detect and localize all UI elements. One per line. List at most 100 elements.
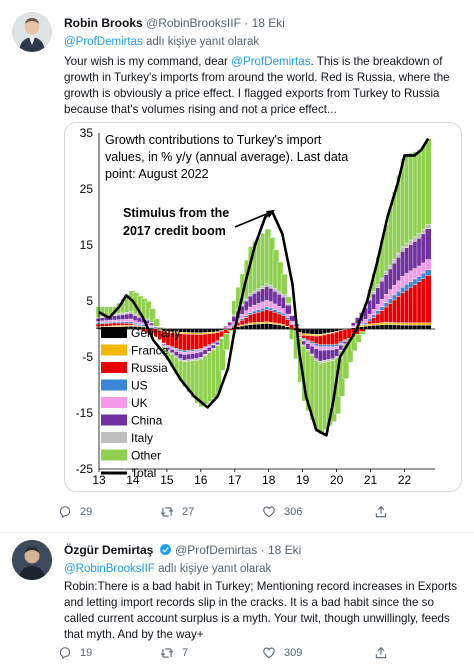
- tweet-date[interactable]: 18 Eki: [251, 16, 285, 30]
- like-icon: [263, 647, 275, 659]
- stack-segment-other: [425, 138, 432, 225]
- like-button[interactable]: 309: [262, 646, 302, 660]
- stack-segment-us: [425, 269, 432, 276]
- legend-swatch-china: [101, 414, 127, 426]
- stack-segment-other: [359, 331, 366, 335]
- reply-count: 19: [80, 647, 93, 659]
- x-tick-label: 19: [296, 473, 310, 487]
- y-tick-label: 35: [80, 126, 94, 140]
- verified-badge-icon: [159, 544, 171, 555]
- retweet-button[interactable]: 27: [160, 505, 194, 519]
- tweet-header: Robin Brooks @RobinBrooksIIF · 18 Eki: [64, 16, 285, 30]
- legend-label-other: Other: [131, 449, 161, 463]
- like-count: 306: [284, 506, 303, 518]
- x-tick-label: 20: [330, 473, 344, 487]
- annotation-arrow: [234, 212, 270, 228]
- stack-segment-other: [280, 273, 288, 296]
- legend-label-germany: Germany: [131, 326, 180, 340]
- dot-separator: ·: [260, 543, 265, 557]
- legend-label-china: China: [131, 414, 163, 428]
- tweet-text: Robin:There is a bad habit in Turkey; Me…: [64, 580, 458, 641]
- chart-image[interactable]: 35 25 15 5 -5 -15 -25 13 14 15 16 17 18 19 20 21 22 Gro…: [64, 122, 462, 492]
- annotation-line: Stimulus from the: [123, 206, 229, 220]
- stack-segment-other: [219, 338, 226, 371]
- dot-separator: ·: [244, 16, 249, 30]
- author-name[interactable]: Robin Brooks: [64, 16, 143, 30]
- tweet-actions: 29 27 306: [58, 505, 398, 525]
- retweet-button[interactable]: 7: [160, 646, 188, 660]
- retweet-icon: [160, 648, 174, 658]
- legend-label-total: Total: [131, 466, 156, 480]
- legend-swatch-other: [101, 449, 127, 461]
- author-handle[interactable]: @RobinBrooksIIF: [146, 16, 241, 30]
- avatar[interactable]: [12, 12, 52, 52]
- chart-title: Growth contributions to Turkey's import …: [105, 133, 348, 181]
- x-tick-label: 21: [364, 473, 378, 487]
- share-icon: [375, 506, 387, 518]
- chart-title-line: point: August 2022: [105, 167, 209, 181]
- retweet-count: 7: [182, 647, 189, 659]
- x-tick-label: 14: [126, 473, 140, 487]
- y-tick-label: 15: [80, 238, 94, 252]
- x-tick-label: 22: [398, 473, 412, 487]
- x-tick-label: 16: [194, 473, 208, 487]
- stack-segment-other: [350, 336, 358, 351]
- annotation: Stimulus from the 2017 credit boom: [123, 206, 229, 238]
- reply-count: 29: [80, 506, 93, 518]
- tweet-robin-brooks[interactable]: Robin Brooks @RobinBrooksIIF · 18 Eki @P…: [0, 0, 474, 532]
- reply-icon: [59, 647, 71, 659]
- stack-segment-russia: [425, 275, 432, 324]
- tweet-actions: 19 7 309: [58, 646, 398, 666]
- y-tick-label: 5: [86, 294, 93, 308]
- tweet-text: Your wish is my command, dear @ProfDemir…: [64, 54, 460, 118]
- x-tick-label: 18: [262, 473, 276, 487]
- tweet-text-end: . This is the breakdown of growth in Tur…: [64, 55, 450, 116]
- tweet-header: Özgür Demirtaş @ProfDemirtas · 18 Eki: [64, 543, 301, 557]
- annotation-arrowhead: [266, 210, 275, 218]
- y-tick-label: -25: [76, 462, 94, 476]
- legend-swatch-italy: [101, 432, 127, 443]
- like-icon: [263, 506, 275, 518]
- inline-mention[interactable]: @ProfDemirtas: [231, 55, 311, 68]
- stack-segment-uk: [289, 321, 296, 324]
- reply-context: @RobinBrooksIIF adlı kişiye yanıt olarak: [64, 563, 271, 575]
- y-tick-label: -15: [76, 406, 94, 420]
- share-button[interactable]: [374, 505, 396, 519]
- like-button[interactable]: 306: [262, 505, 302, 519]
- stack-segment-france: [425, 322, 432, 326]
- stack-segment-uk: [425, 259, 432, 270]
- avatar[interactable]: [12, 540, 52, 580]
- share-button[interactable]: [374, 646, 396, 660]
- reply-to-mention[interactable]: @ProfDemirtas: [64, 36, 143, 48]
- reply-to-mention[interactable]: @RobinBrooksIIF: [64, 563, 155, 575]
- reply-context: @ProfDemirtas adlı kişiye yanıt olarak: [64, 36, 259, 48]
- stack-segment-italy: [425, 224, 432, 229]
- stack-segment-other: [153, 318, 160, 327]
- tweet-text-start: Your wish is my command, dear: [64, 55, 232, 68]
- author-name[interactable]: Özgür Demirtaş: [64, 543, 154, 557]
- legend-label-uk: UK: [131, 396, 148, 410]
- tweet-date[interactable]: 18 Eki: [267, 543, 302, 557]
- stack-segment-other: [223, 333, 230, 350]
- x-tick-label: 13: [92, 473, 106, 487]
- chart-title-line: values, in % y/y (annual average). Last …: [105, 150, 348, 164]
- tweet-ozgur-demirtas[interactable]: Özgür Demirtaş @ProfDemirtas · 18 Eki @R…: [0, 532, 474, 671]
- legend-swatch-russia: [101, 362, 127, 373]
- reply-button[interactable]: 19: [58, 646, 92, 660]
- author-handle[interactable]: @ProfDemirtas: [175, 543, 258, 557]
- stack-segment-china: [425, 228, 432, 260]
- y-tick-label: -5: [82, 350, 93, 364]
- stack-segment-other: [285, 296, 292, 304]
- retweet-count: 27: [182, 506, 195, 518]
- x-tick-label: 17: [228, 473, 242, 487]
- chart-title-line: Growth contributions to Turkey's import: [105, 133, 322, 147]
- legend-label-italy: Italy: [131, 431, 153, 445]
- legend-swatch-uk: [101, 397, 127, 408]
- like-count: 309: [284, 647, 303, 659]
- legend-label-france: France: [131, 344, 169, 358]
- x-tick-label: 15: [160, 473, 174, 487]
- reply-button[interactable]: 29: [58, 505, 92, 519]
- legend-swatch-us: [101, 379, 127, 391]
- y-tick-label: 25: [80, 182, 94, 196]
- reply-suffix: adlı kişiye yanıt olarak: [158, 563, 272, 575]
